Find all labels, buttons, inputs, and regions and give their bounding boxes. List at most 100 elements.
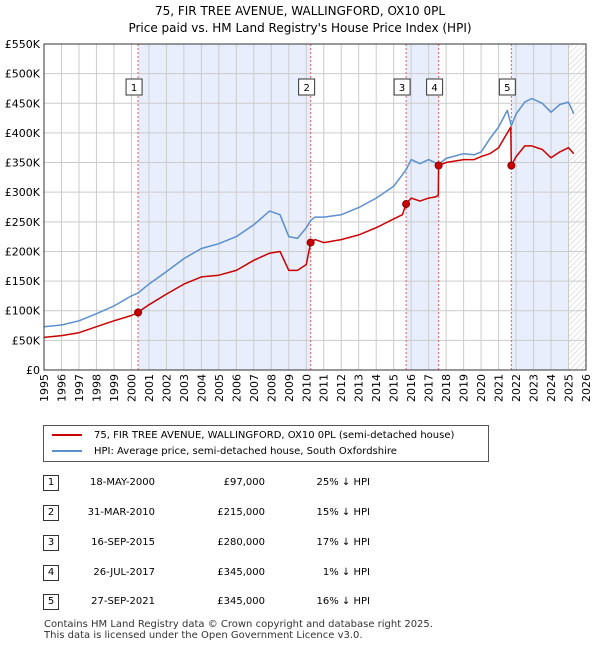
sale-number-label: 3 (399, 83, 405, 94)
y-tick-label: £450K (5, 97, 41, 110)
x-tick-label: 2005 (213, 374, 226, 402)
y-tick-label: £150K (5, 275, 41, 288)
sale-price: £97,000 (223, 477, 265, 488)
sale-point (402, 200, 411, 209)
x-tick-label: 2017 (423, 374, 436, 402)
x-tick-label: 2002 (160, 374, 173, 402)
sale-number-marker (298, 78, 316, 96)
sale-price: £215,000 (217, 507, 265, 518)
sale-number-marker (125, 78, 143, 96)
sale-hpi-diff: 1% ↓ HPI (322, 567, 370, 578)
sale-number-marker (498, 78, 516, 96)
sale-period-shade (138, 44, 311, 370)
sale-price: £280,000 (217, 537, 265, 548)
legend-entry-property: 75, FIR TREE AVENUE, WALLINGFORD, OX10 0… (52, 429, 454, 443)
y-tick-label: £0 (26, 364, 40, 377)
x-tick-label: 1998 (90, 374, 103, 402)
x-tick-label: 2006 (230, 374, 243, 402)
sale-date: 31-MAR-2010 (87, 507, 155, 518)
sale-number-box: 5 (43, 594, 59, 610)
sale-point (507, 161, 516, 170)
sale-row: 1 18-MAY-2000 £97,000 25% ↓ HPI (0, 475, 600, 491)
x-tick-label: 2014 (370, 374, 383, 402)
footer: Contains HM Land Registry data © Crown c… (44, 619, 433, 641)
series-line-property (43, 126, 575, 339)
sale-row: 4 26-JUL-2017 £345,000 1% ↓ HPI (0, 565, 600, 581)
sale-number-label: 1 (131, 83, 137, 94)
title-line-2: Price paid vs. HM Land Registry's House … (128, 21, 472, 35)
y-tick-label: £500K (5, 68, 41, 81)
sale-number-box: 3 (43, 535, 59, 551)
y-tick-label: £50K (12, 334, 41, 347)
y-tick-label: £250K (5, 216, 41, 229)
sale-number-label: 5 (504, 83, 510, 94)
x-tick-label: 2019 (458, 374, 471, 402)
sale-number-box: 1 (43, 475, 59, 491)
sale-number-box: 2 (43, 505, 59, 521)
x-tick-label: 2022 (510, 374, 523, 402)
sale-number-marker (426, 78, 444, 96)
sale-period-shade (511, 44, 569, 370)
sale-hpi-diff: 15% ↓ HPI (316, 507, 370, 518)
y-tick-label: £200K (5, 245, 41, 258)
sale-price: £345,000 (217, 596, 265, 607)
y-tick-label: £300K (5, 186, 41, 199)
title-line-1: 75, FIR TREE AVENUE, WALLINGFORD, OX10 0… (154, 4, 446, 18)
sale-date: 18-MAY-2000 (89, 477, 155, 488)
x-tick-label: 2003 (178, 374, 191, 402)
sale-point (434, 161, 443, 170)
y-tick-label: £100K (5, 305, 41, 318)
y-tick-label: £400K (5, 127, 41, 140)
x-tick-label: 1996 (55, 374, 68, 402)
x-tick-label: 2000 (125, 374, 138, 402)
x-tick-label: 2015 (388, 374, 401, 402)
sale-number-box: 4 (43, 565, 59, 581)
sale-hpi-diff: 25% ↓ HPI (316, 477, 370, 488)
sale-price: £345,000 (217, 567, 265, 578)
sale-number-label: 2 (303, 83, 309, 94)
legend-label-property: 75, FIR TREE AVENUE, WALLINGFORD, OX10 0… (94, 430, 455, 441)
x-tick-label: 2023 (528, 374, 541, 402)
x-tick-label: 1995 (38, 374, 51, 402)
x-tick-label: 2012 (335, 374, 348, 402)
y-tick-label: £550K (5, 38, 41, 51)
footer-line-2: This data is licensed under the Open Gov… (44, 630, 363, 641)
x-tick-label: 2024 (545, 374, 558, 402)
x-tick-label: 1999 (108, 374, 121, 402)
series-line-hpi (43, 97, 575, 328)
x-tick-label: 2016 (405, 374, 418, 402)
y-tick-label: £350K (5, 157, 41, 170)
sale-row: 5 27-SEP-2021 £345,000 16% ↓ HPI (0, 594, 600, 610)
sale-point (306, 238, 315, 247)
sale-row: 2 31-MAR-2010 £215,000 15% ↓ HPI (0, 505, 600, 521)
x-tick-label: 2010 (300, 374, 313, 402)
footer-line-1: Contains HM Land Registry data © Crown c… (44, 619, 433, 630)
sale-number-marker (393, 78, 411, 96)
legend-swatch-blue (52, 450, 82, 452)
x-tick-label: 2013 (353, 374, 366, 402)
x-tick-label: 2020 (475, 374, 488, 402)
plot-border (43, 43, 587, 371)
x-tick-label: 2008 (265, 374, 278, 402)
legend-entry-hpi: HPI: Average price, semi-detached house,… (52, 445, 397, 459)
sale-hpi-diff: 16% ↓ HPI (316, 596, 370, 607)
x-tick-label: 2011 (318, 374, 331, 402)
forecast-hatch (568, 44, 586, 370)
sale-date: 27-SEP-2021 (91, 596, 155, 607)
x-tick-label: 2001 (143, 374, 156, 402)
plot-area (44, 44, 586, 370)
x-tick-label: 2018 (440, 374, 453, 402)
x-tick-label: 2025 (563, 374, 576, 402)
x-tick-label: 2007 (248, 374, 261, 402)
sale-number-label: 4 (431, 83, 437, 94)
sale-point (134, 308, 143, 317)
x-tick-label: 2026 (580, 374, 593, 402)
price-chart: 1 2 3 4 5 £0 £50K £100K £150K £200K £250K £300K £350… (5, 38, 593, 402)
sale-hpi-diff: 17% ↓ HPI (316, 537, 370, 548)
sale-date: 16-SEP-2015 (91, 537, 155, 548)
legend-label-hpi: HPI: Average price, semi-detached house,… (94, 446, 397, 457)
sale-date: 26-JUL-2017 (93, 567, 155, 578)
x-tick-label: 2004 (195, 374, 208, 402)
x-tick-label: 2021 (493, 374, 506, 402)
sale-row: 3 16-SEP-2015 £280,000 17% ↓ HPI (0, 535, 600, 551)
